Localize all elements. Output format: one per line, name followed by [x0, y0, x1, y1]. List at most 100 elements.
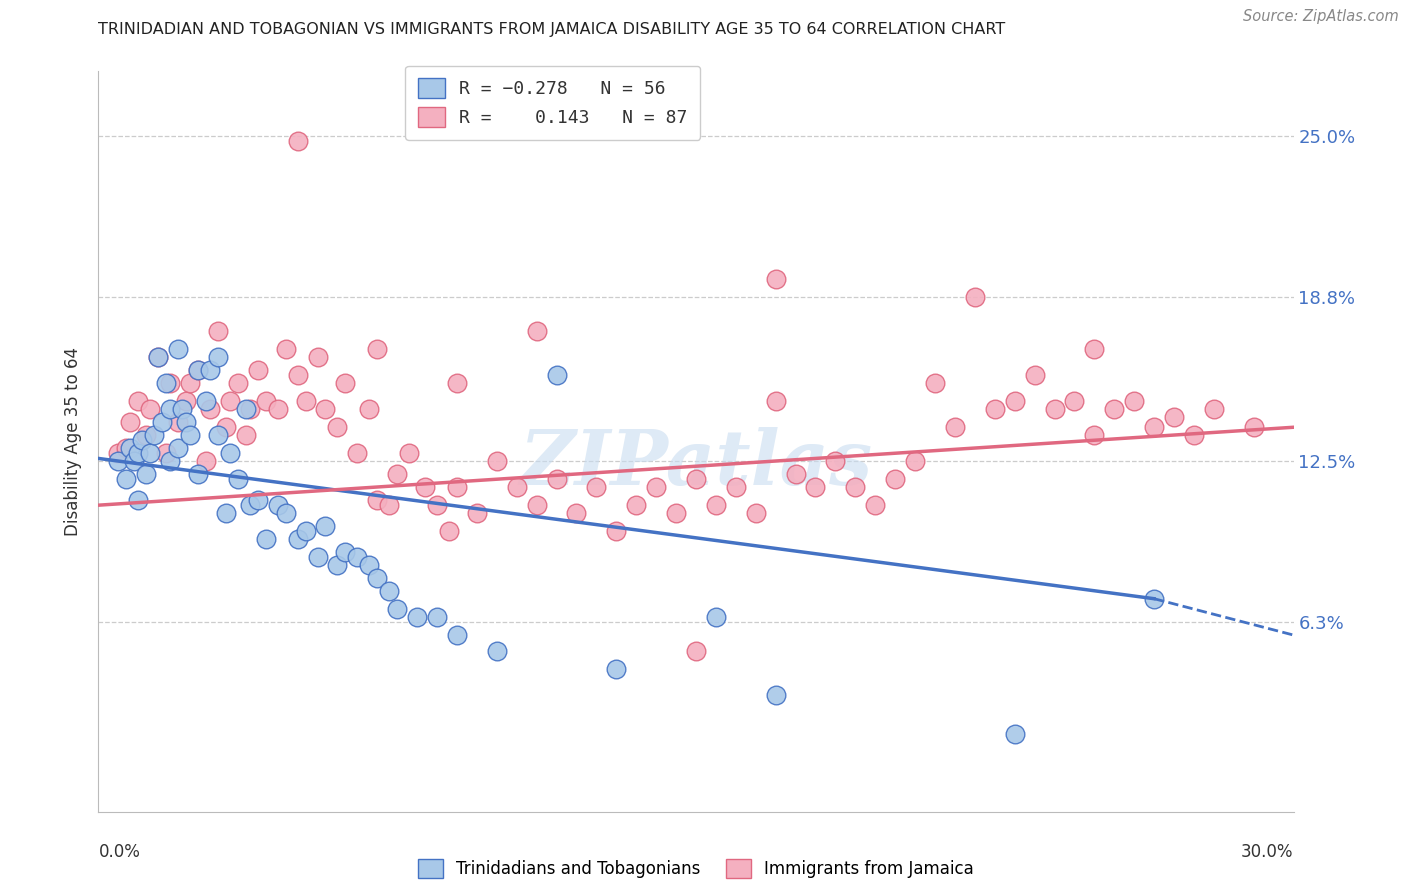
Point [546, 472, 568, 486]
Point [239, 402, 262, 417]
Point [148, 350, 170, 364]
Point [1123, 394, 1146, 409]
Text: 30.0%: 30.0% [1241, 843, 1294, 861]
Point [254, 394, 277, 409]
Text: TRINIDADIAN AND TOBAGONIAN VS IMMIGRANTS FROM JAMAICA DISABILITY AGE 35 TO 64 CO: TRINIDADIAN AND TOBAGONIAN VS IMMIGRANTS… [98, 22, 1005, 37]
Point [1083, 428, 1105, 442]
Point [326, 558, 349, 572]
Point [135, 467, 157, 481]
Point [378, 498, 401, 512]
Point [174, 415, 197, 429]
Point [446, 480, 468, 494]
Point [274, 343, 297, 357]
Point [294, 394, 316, 409]
Point [1102, 402, 1125, 417]
Point [239, 498, 262, 512]
Point [226, 376, 249, 390]
Point [665, 506, 688, 520]
Point [315, 402, 337, 417]
Point [159, 402, 181, 417]
Point [207, 428, 229, 442]
Point [724, 480, 747, 494]
Point [863, 498, 887, 512]
Point [565, 506, 588, 520]
Point [315, 519, 337, 533]
Point [904, 454, 927, 468]
Point [235, 402, 257, 417]
Point [765, 272, 787, 286]
Point [267, 402, 290, 417]
Point [127, 493, 149, 508]
Point [155, 446, 177, 460]
Point [645, 480, 668, 494]
Point [378, 583, 401, 598]
Point [150, 415, 173, 429]
Point [254, 532, 277, 546]
Point [1243, 420, 1265, 434]
Point [207, 350, 229, 364]
Point [704, 610, 727, 624]
Text: Source: ZipAtlas.com: Source: ZipAtlas.com [1243, 9, 1399, 24]
Point [485, 643, 508, 657]
Point [385, 602, 409, 616]
Point [346, 550, 368, 565]
Point [195, 394, 218, 409]
Point [235, 428, 257, 442]
Point [187, 467, 209, 481]
Point [366, 493, 388, 508]
Y-axis label: Disability Age 35 to 64: Disability Age 35 to 64 [65, 347, 83, 536]
Point [884, 472, 907, 486]
Point [398, 446, 420, 460]
Point [359, 402, 381, 417]
Text: ZIPatlas: ZIPatlas [519, 426, 873, 500]
Point [605, 662, 627, 676]
Point [326, 420, 349, 434]
Point [187, 363, 209, 377]
Point [685, 643, 707, 657]
Point [131, 434, 153, 448]
Point [215, 420, 238, 434]
Point [465, 506, 488, 520]
Point [844, 480, 866, 494]
Point [406, 610, 429, 624]
Point [219, 446, 242, 460]
Point [115, 441, 138, 455]
Point [135, 428, 157, 442]
Point [155, 376, 177, 390]
Point [626, 498, 648, 512]
Point [745, 506, 768, 520]
Point [924, 376, 946, 390]
Point [685, 472, 707, 486]
Point [1024, 368, 1046, 383]
Point [307, 550, 329, 565]
Point [167, 415, 190, 429]
Point [226, 472, 249, 486]
Point [1182, 428, 1205, 442]
Point [446, 376, 468, 390]
Point [1202, 402, 1225, 417]
Point [426, 498, 449, 512]
Point [824, 454, 846, 468]
Point [195, 454, 218, 468]
Point [294, 524, 316, 538]
Point [179, 376, 201, 390]
Point [526, 498, 548, 512]
Point [207, 324, 229, 338]
Point [1163, 409, 1185, 424]
Point [215, 506, 238, 520]
Point [1143, 591, 1166, 606]
Point [1063, 394, 1085, 409]
Point [366, 343, 388, 357]
Point [115, 472, 138, 486]
Point [785, 467, 807, 481]
Point [335, 376, 357, 390]
Point [198, 363, 221, 377]
Point [174, 394, 197, 409]
Text: 0.0%: 0.0% [98, 843, 141, 861]
Point [963, 290, 986, 304]
Point [804, 480, 827, 494]
Point [366, 571, 388, 585]
Point [437, 524, 460, 538]
Point [287, 532, 309, 546]
Point [506, 480, 529, 494]
